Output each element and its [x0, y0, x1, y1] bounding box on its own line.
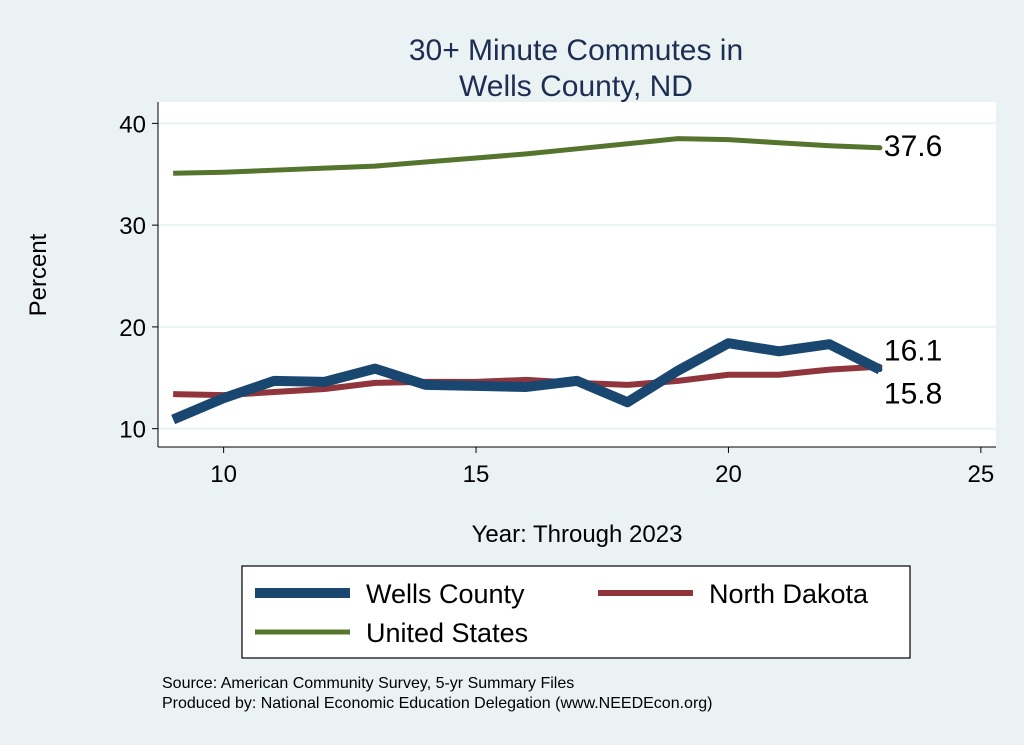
legend-label-united-states: United States	[366, 618, 528, 648]
x-tick-label: 25	[968, 461, 995, 488]
source-note: Source: American Community Survey, 5-yr …	[162, 675, 574, 692]
end-label-united-states: 37.6	[884, 130, 942, 163]
y-tick-label: 40	[119, 111, 146, 138]
chart-title-line2: Wells County, ND	[459, 70, 693, 103]
x-tick-label: 15	[463, 461, 490, 488]
x-tick-label: 10	[210, 461, 237, 488]
end-label-north-dakota: 16.1	[884, 335, 942, 368]
producer-note: Produced by: National Economic Education…	[162, 695, 713, 712]
series-line-north-dakota	[173, 363, 881, 399]
end-label-wells-county: 15.8	[884, 378, 942, 411]
y-axis-label: Percent	[25, 233, 52, 316]
y-tick-label: 20	[119, 315, 146, 342]
end-marker-united-states	[877, 145, 883, 151]
series-line-united-states	[173, 136, 880, 176]
x-tick-label: 20	[715, 461, 742, 488]
x-axis-label: Year: Through 2023	[472, 521, 683, 548]
end-marker-wells-county	[877, 367, 883, 373]
series-line-wells-county	[171, 338, 883, 425]
y-tick-label: 30	[119, 213, 146, 240]
legend-label-north-dakota: North Dakota	[709, 579, 869, 609]
plot-area	[158, 102, 996, 447]
legend-label-wells-county: Wells County	[366, 579, 525, 609]
y-tick-label: 10	[119, 417, 146, 444]
legend-box	[241, 565, 911, 659]
chart-title-line1: 30+ Minute Commutes in	[409, 34, 743, 67]
legend: Wells County North Dakota United States	[241, 565, 911, 659]
